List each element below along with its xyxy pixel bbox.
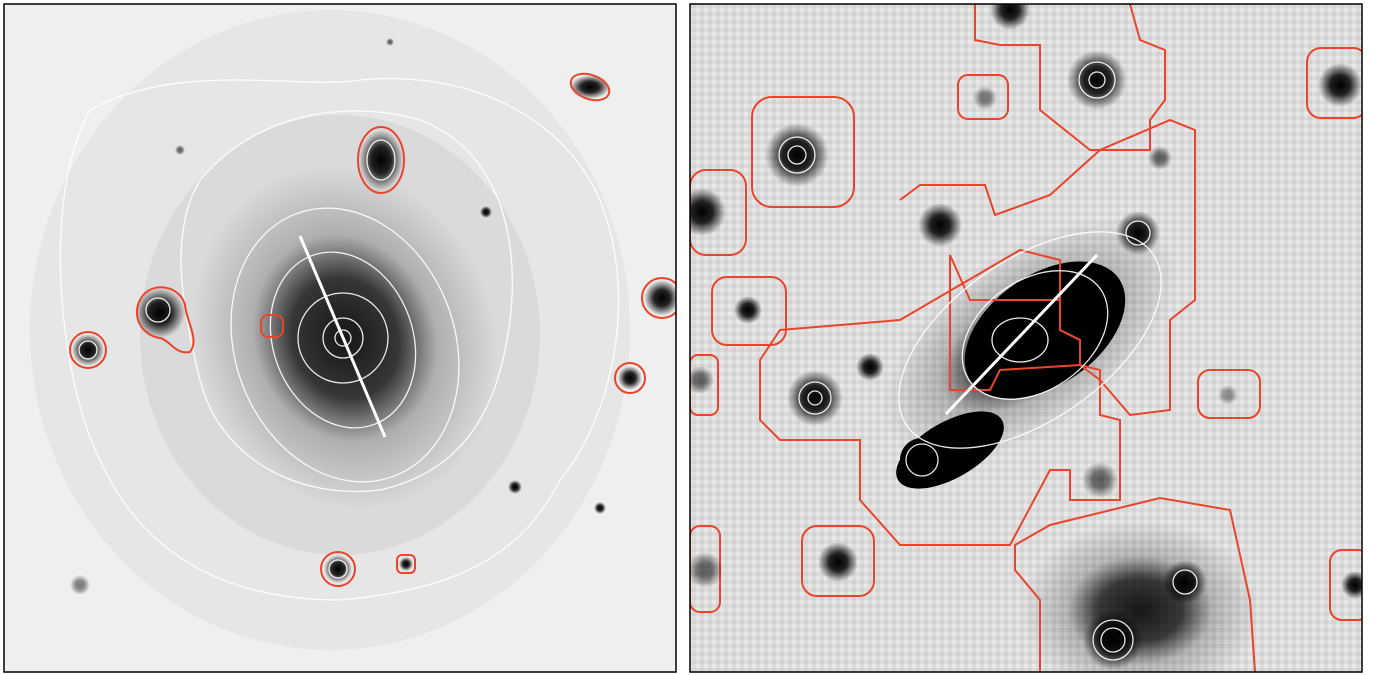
figure [0, 0, 1374, 675]
right-panel [678, 0, 1370, 675]
left-panel [4, 4, 682, 672]
page [0, 0, 1374, 675]
